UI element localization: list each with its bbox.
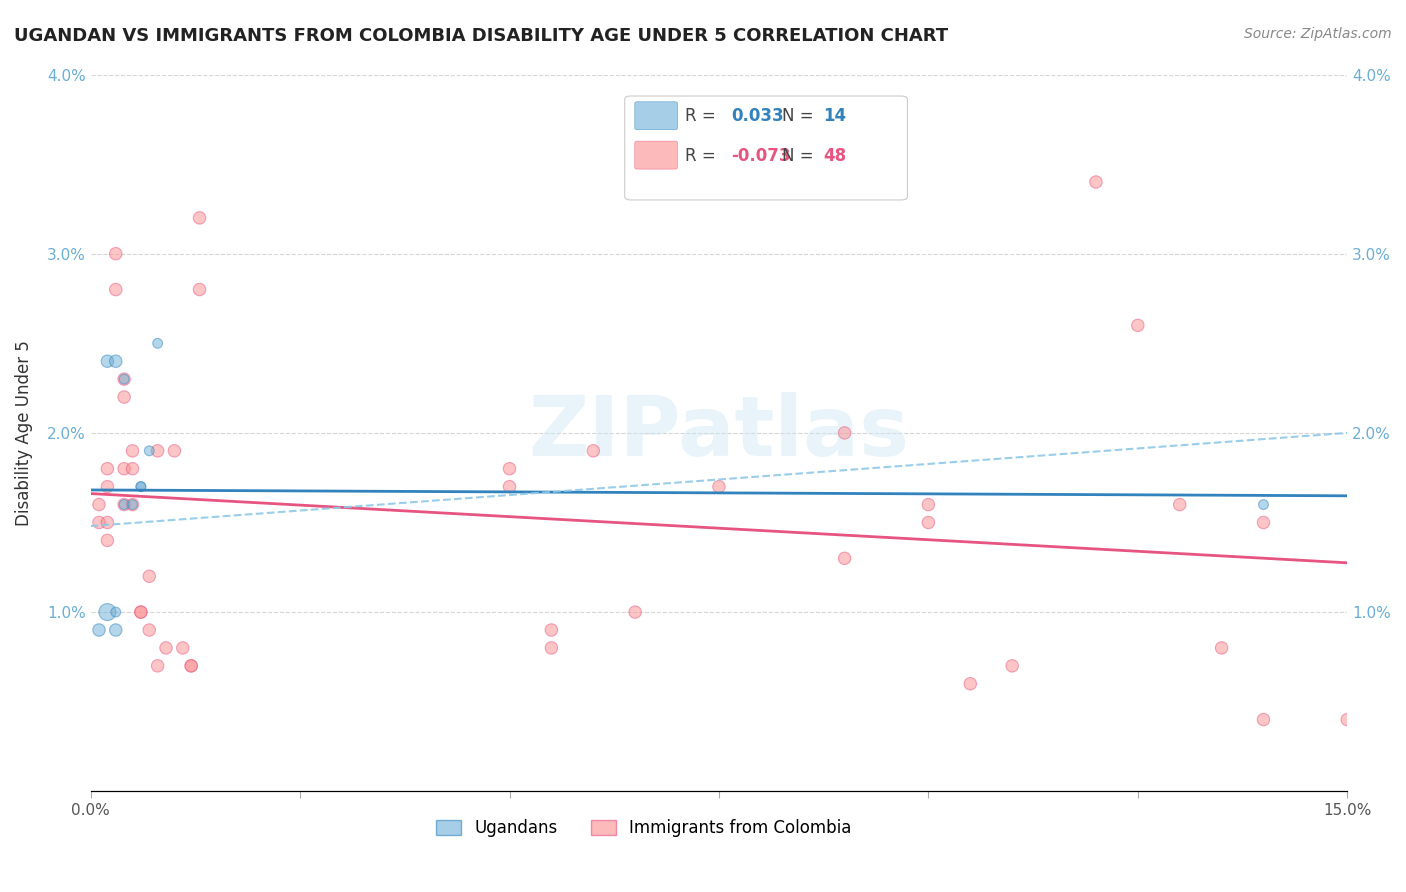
Point xyxy=(146,336,169,351)
Point xyxy=(112,498,135,512)
Point xyxy=(96,516,118,530)
Point xyxy=(104,623,127,637)
Point xyxy=(834,551,856,566)
Point xyxy=(180,658,202,673)
FancyBboxPatch shape xyxy=(624,96,907,200)
Point xyxy=(104,283,127,297)
Text: N =: N = xyxy=(782,107,818,125)
Point xyxy=(112,461,135,475)
Point xyxy=(129,605,152,619)
Point xyxy=(540,623,562,637)
FancyBboxPatch shape xyxy=(634,141,678,169)
Point xyxy=(1336,713,1358,727)
Y-axis label: Disability Age Under 5: Disability Age Under 5 xyxy=(15,340,32,525)
Point xyxy=(112,372,135,386)
Point xyxy=(121,443,143,458)
Point xyxy=(129,605,152,619)
Point xyxy=(87,623,110,637)
Point xyxy=(121,498,143,512)
Point xyxy=(1211,640,1233,655)
Point xyxy=(146,443,169,458)
Point xyxy=(188,211,211,225)
Point xyxy=(1253,713,1275,727)
Text: R =: R = xyxy=(685,146,721,164)
Point xyxy=(1253,516,1275,530)
Point xyxy=(959,677,981,691)
Text: Source: ZipAtlas.com: Source: ZipAtlas.com xyxy=(1244,27,1392,41)
Point xyxy=(498,461,520,475)
Text: R =: R = xyxy=(685,107,721,125)
FancyBboxPatch shape xyxy=(634,102,678,129)
Point xyxy=(104,354,127,368)
Point xyxy=(87,498,110,512)
Point xyxy=(112,372,135,386)
Point xyxy=(121,461,143,475)
Point xyxy=(1001,658,1024,673)
Point xyxy=(917,498,939,512)
Point xyxy=(96,354,118,368)
Point xyxy=(582,443,605,458)
Point xyxy=(96,461,118,475)
Point xyxy=(180,658,202,673)
Point xyxy=(104,246,127,260)
Point xyxy=(172,640,194,655)
Text: N =: N = xyxy=(782,146,818,164)
Point xyxy=(155,640,177,655)
Text: -0.073: -0.073 xyxy=(731,146,792,164)
Text: 0.033: 0.033 xyxy=(731,107,785,125)
Point xyxy=(707,480,730,494)
Text: 48: 48 xyxy=(824,146,846,164)
Point xyxy=(138,623,160,637)
Point xyxy=(129,480,152,494)
Point xyxy=(129,480,152,494)
Point xyxy=(1168,498,1191,512)
Point xyxy=(188,283,211,297)
Point xyxy=(146,658,169,673)
Point xyxy=(112,390,135,404)
Point xyxy=(121,498,143,512)
Text: UGANDAN VS IMMIGRANTS FROM COLOMBIA DISABILITY AGE UNDER 5 CORRELATION CHART: UGANDAN VS IMMIGRANTS FROM COLOMBIA DISA… xyxy=(14,27,948,45)
Point xyxy=(1126,318,1149,333)
Point xyxy=(834,425,856,440)
Point xyxy=(87,516,110,530)
Point xyxy=(917,516,939,530)
Point xyxy=(624,605,647,619)
Point xyxy=(138,569,160,583)
Legend: Ugandans, Immigrants from Colombia: Ugandans, Immigrants from Colombia xyxy=(429,813,858,844)
Point xyxy=(96,533,118,548)
Text: 14: 14 xyxy=(824,107,846,125)
Point xyxy=(96,605,118,619)
Point xyxy=(1084,175,1107,189)
Point xyxy=(112,498,135,512)
Point xyxy=(540,640,562,655)
Point xyxy=(1253,498,1275,512)
Point xyxy=(163,443,186,458)
Point xyxy=(498,480,520,494)
Text: ZIPatlas: ZIPatlas xyxy=(529,392,910,474)
Point xyxy=(138,443,160,458)
Point xyxy=(104,605,127,619)
Point xyxy=(96,480,118,494)
